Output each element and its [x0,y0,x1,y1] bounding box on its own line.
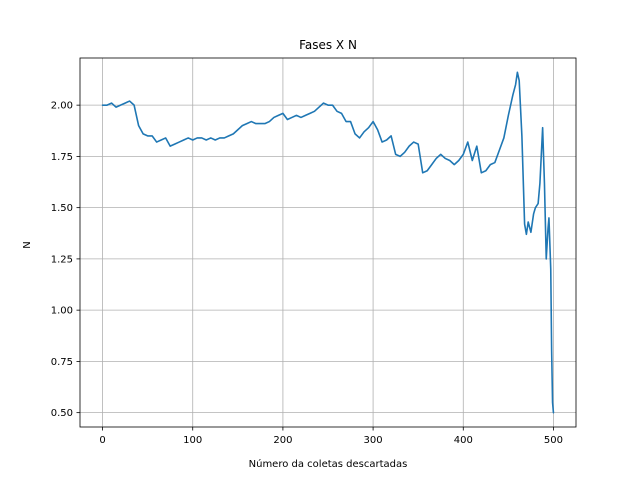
series-group [101,71,555,414]
y-tick-label: 1.50 [51,203,73,214]
x-tick-label: 300 [364,435,383,446]
x-tick-label: 100 [183,435,202,446]
chart-title: Fases X N [299,38,357,52]
x-tick-label: 400 [454,435,473,446]
y-tick-label: 1.00 [51,306,73,317]
y-tick-label: 0.75 [51,357,73,368]
y-tick-label: 2.00 [51,101,73,112]
y-tick-label: 1.25 [51,254,73,265]
x-tick-label: 500 [544,435,563,446]
x-tick-label: 0 [99,435,105,446]
plot-frame [79,57,577,428]
y-tick-label: 1.75 [51,152,73,163]
y-tick-label: 0.50 [51,408,73,419]
y-axis-label: N [22,241,33,248]
series-line [101,71,555,414]
axis-ticks: 0 100 200 300 400 500 0.50 0.75 1.00 1.25 1.50 1.75… [51,101,563,446]
x-tick-label: 200 [273,435,292,446]
x-axis-label: Número da coletas descartadas [249,458,408,470]
